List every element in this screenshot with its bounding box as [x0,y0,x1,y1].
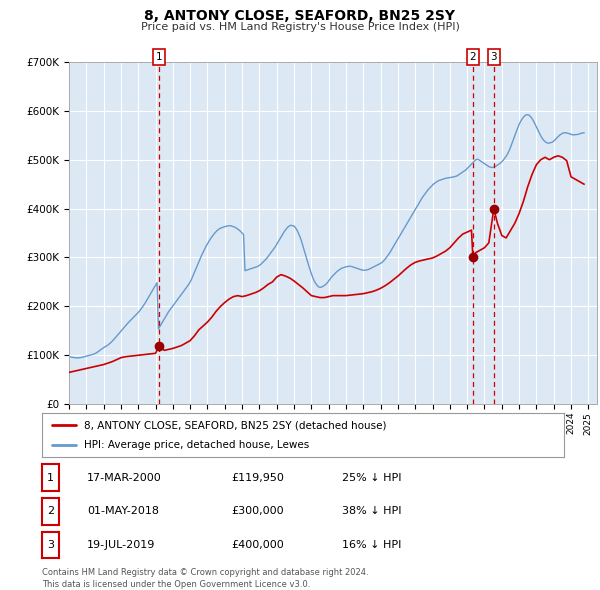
Text: 38% ↓ HPI: 38% ↓ HPI [342,506,401,516]
Text: Contains HM Land Registry data © Crown copyright and database right 2024.
This d: Contains HM Land Registry data © Crown c… [42,568,368,589]
Text: £119,950: £119,950 [231,473,284,483]
Text: HPI: Average price, detached house, Lewes: HPI: Average price, detached house, Lewe… [84,440,309,450]
Text: 8, ANTONY CLOSE, SEAFORD, BN25 2SY: 8, ANTONY CLOSE, SEAFORD, BN25 2SY [145,9,455,23]
Text: 3: 3 [491,52,497,62]
Text: 8, ANTONY CLOSE, SEAFORD, BN25 2SY (detached house): 8, ANTONY CLOSE, SEAFORD, BN25 2SY (deta… [84,421,386,430]
Text: 1: 1 [47,473,54,483]
Text: 2: 2 [470,52,476,62]
Text: 17-MAR-2000: 17-MAR-2000 [87,473,162,483]
Text: 1: 1 [156,52,163,62]
Text: 19-JUL-2019: 19-JUL-2019 [87,540,155,550]
Text: 3: 3 [47,540,54,550]
Text: 16% ↓ HPI: 16% ↓ HPI [342,540,401,550]
Text: 2: 2 [47,506,54,516]
Text: 01-MAY-2018: 01-MAY-2018 [87,506,159,516]
Text: Price paid vs. HM Land Registry's House Price Index (HPI): Price paid vs. HM Land Registry's House … [140,22,460,32]
Text: £300,000: £300,000 [231,506,284,516]
Text: £400,000: £400,000 [231,540,284,550]
Text: 25% ↓ HPI: 25% ↓ HPI [342,473,401,483]
